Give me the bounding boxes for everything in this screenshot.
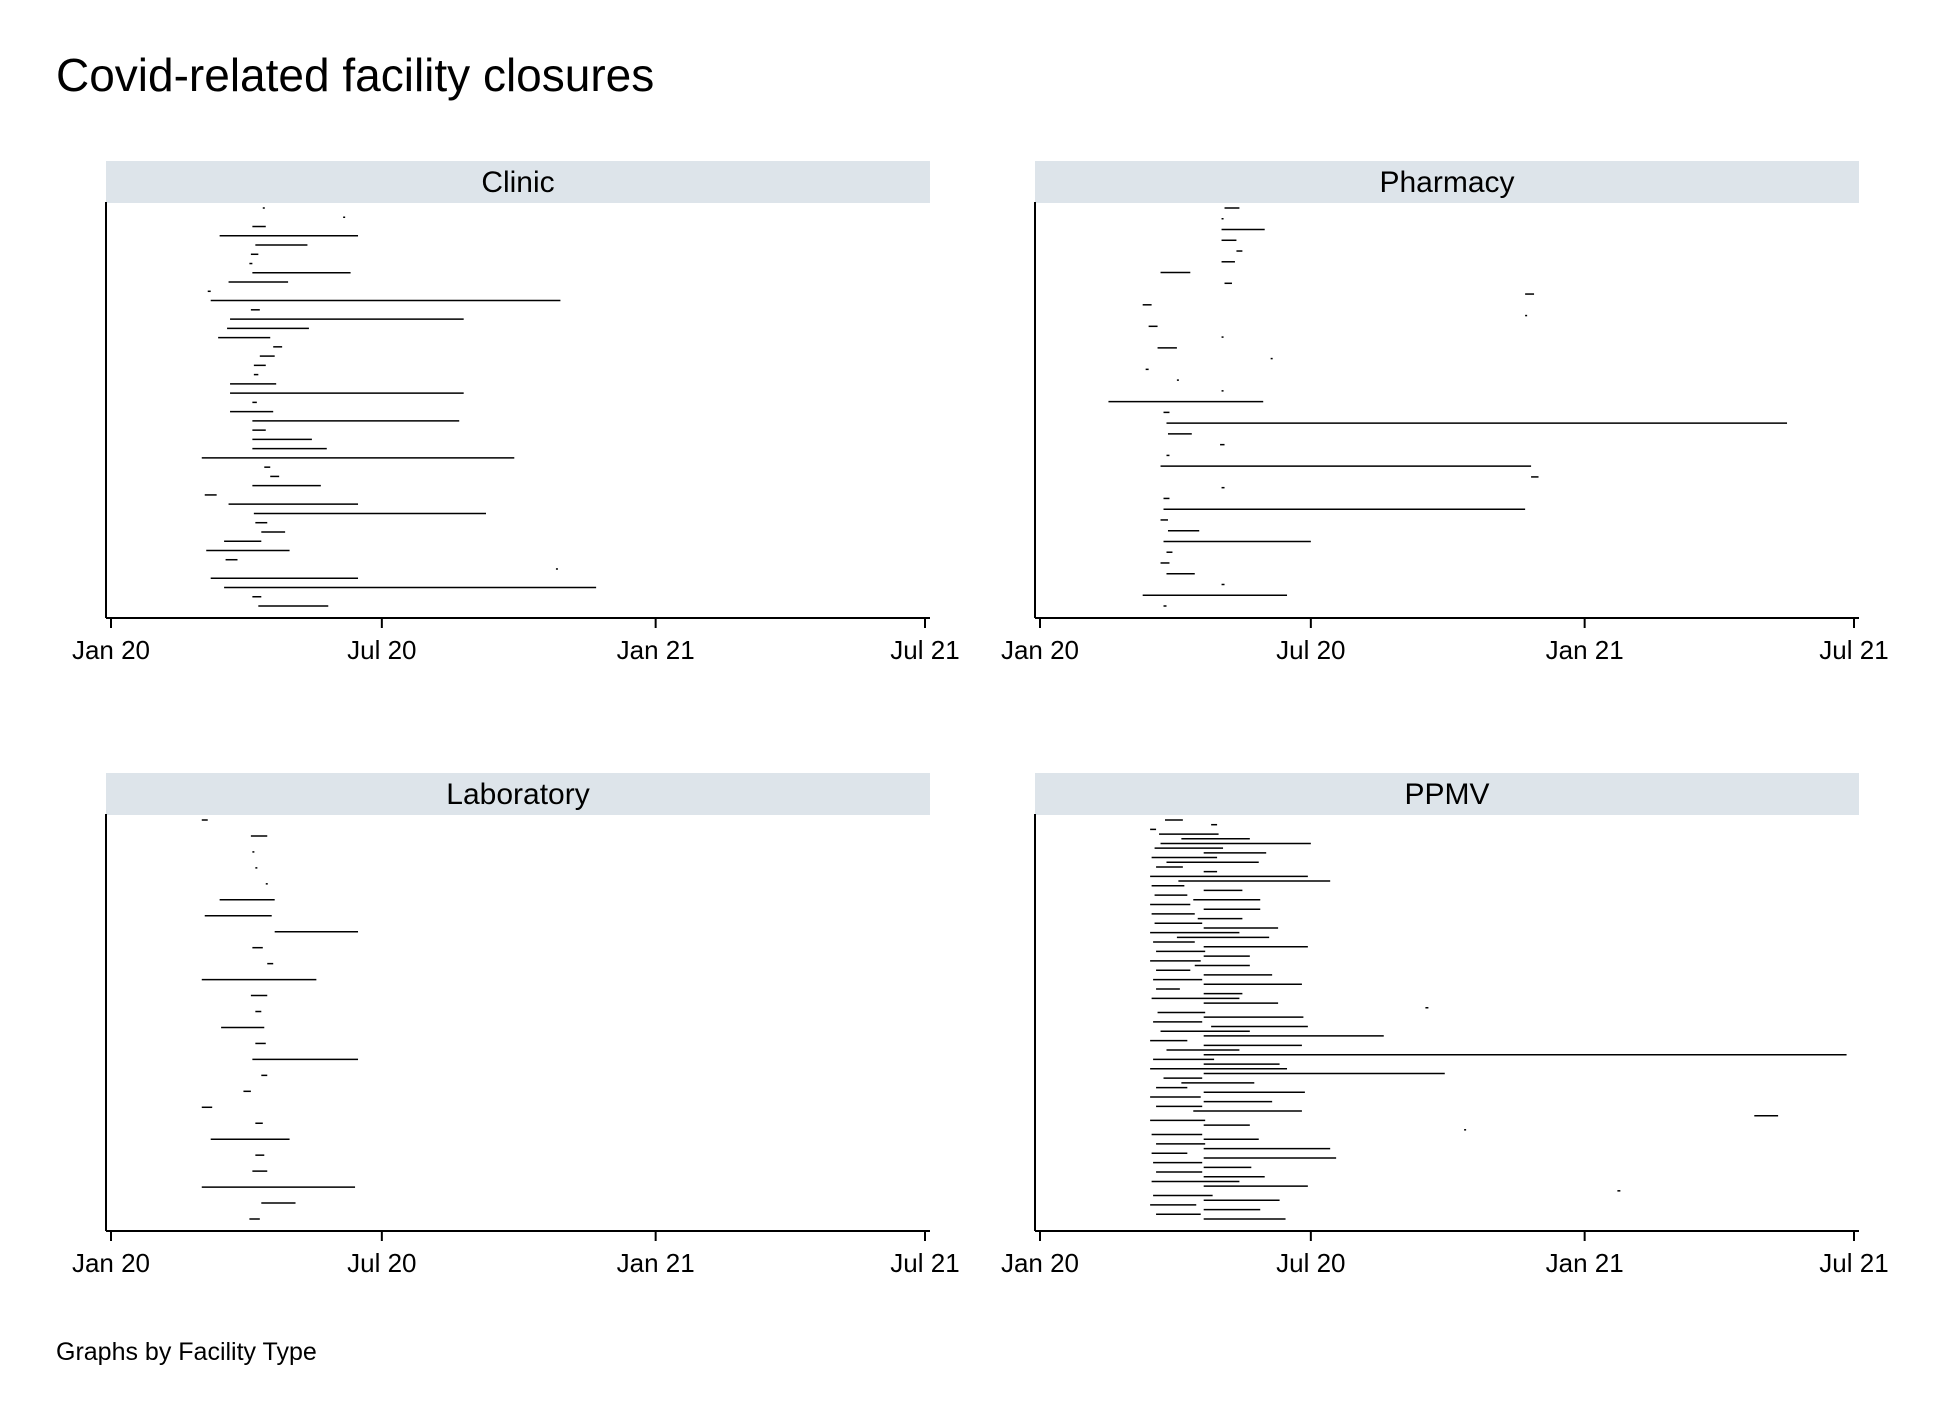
panel-label: Pharmacy	[1379, 166, 1514, 199]
x-tick-label: Jul 21	[890, 635, 959, 665]
panel-ppmv: PPMV Jan 20 Jul 20 Jan 21 Jul 21	[1001, 773, 1889, 1278]
panel-laboratory: Laboratory Jan 20 Jul 20 Jan 21 Jul 21	[72, 773, 960, 1278]
panel-header	[106, 161, 930, 203]
panel-clinic: Clinic Jan 20 Jul 20 Jan 21 Jul 21	[72, 161, 960, 665]
chart-title: Covid-related facility closures	[56, 49, 655, 101]
x-tick-label: Jan 21	[617, 1248, 695, 1278]
panel-label: PPMV	[1404, 778, 1489, 811]
x-tick-label: Jul 20	[347, 1248, 416, 1278]
x-tick-label: Jan 21	[1546, 1248, 1624, 1278]
x-tick-label: Jan 21	[617, 635, 695, 665]
x-tick-label: Jul 21	[1819, 635, 1888, 665]
panel-header	[106, 773, 930, 815]
x-tick-label: Jul 21	[890, 1248, 959, 1278]
panel-label: Laboratory	[446, 778, 589, 811]
x-tick-label: Jan 20	[72, 635, 150, 665]
panel-pharmacy: Pharmacy Jan 20 Jul 20 Jan 21 Jul 21	[1001, 161, 1889, 665]
x-tick-label: Jul 20	[347, 635, 416, 665]
x-tick-label: Jan 20	[1001, 635, 1079, 665]
panel-header	[1035, 161, 1859, 203]
x-tick-label: Jan 20	[72, 1248, 150, 1278]
x-tick-label: Jul 20	[1276, 635, 1345, 665]
x-tick-label: Jul 20	[1276, 1248, 1345, 1278]
panel-label: Clinic	[481, 166, 554, 199]
chart-note: Graphs by Facility Type	[56, 1338, 317, 1366]
x-tick-label: Jan 20	[1001, 1248, 1079, 1278]
x-tick-label: Jan 21	[1546, 635, 1624, 665]
panel-header	[1035, 773, 1859, 815]
x-tick-label: Jul 21	[1819, 1248, 1888, 1278]
